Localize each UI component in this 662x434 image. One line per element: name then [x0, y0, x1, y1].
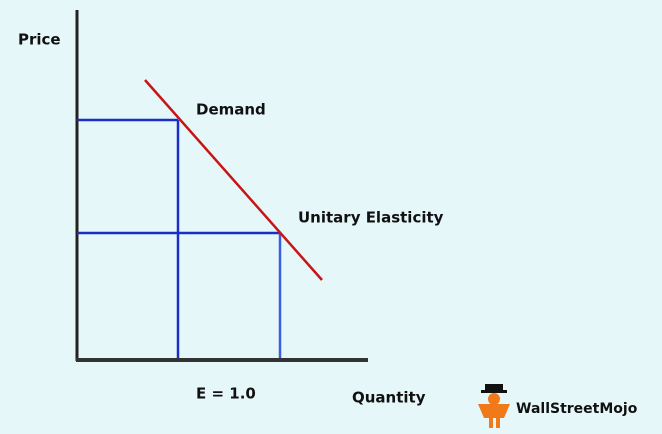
brand-name: WallStreetMojo	[516, 401, 638, 417]
x-axis-label: Quantity	[352, 389, 426, 407]
formula: E = 1.0	[196, 385, 256, 403]
demand-label: Demand	[196, 101, 266, 119]
demand-curve	[144, 79, 323, 281]
y-axis-label: Price	[18, 31, 61, 49]
elasticity-label: Unitary Elasticity	[298, 209, 444, 227]
logo-icon	[478, 384, 510, 428]
